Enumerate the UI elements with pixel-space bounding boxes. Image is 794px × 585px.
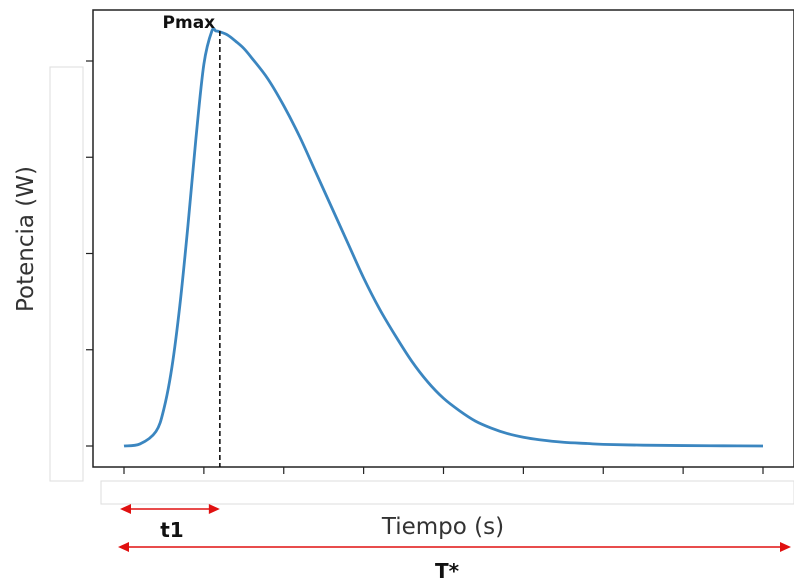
pmax-label: Pmax [163,13,216,33]
power-curve [123,27,764,448]
t-total-label: T* [435,559,460,583]
t1-label: t1 [160,518,183,542]
t-total-arrow [118,542,791,552]
x-tick-panel [100,480,794,505]
x-axis-label: Tiempo (s) [381,514,504,540]
y-label-panel [49,66,84,482]
y-axis-label: Potencia (W) [13,166,39,312]
t1-arrow [120,504,220,514]
